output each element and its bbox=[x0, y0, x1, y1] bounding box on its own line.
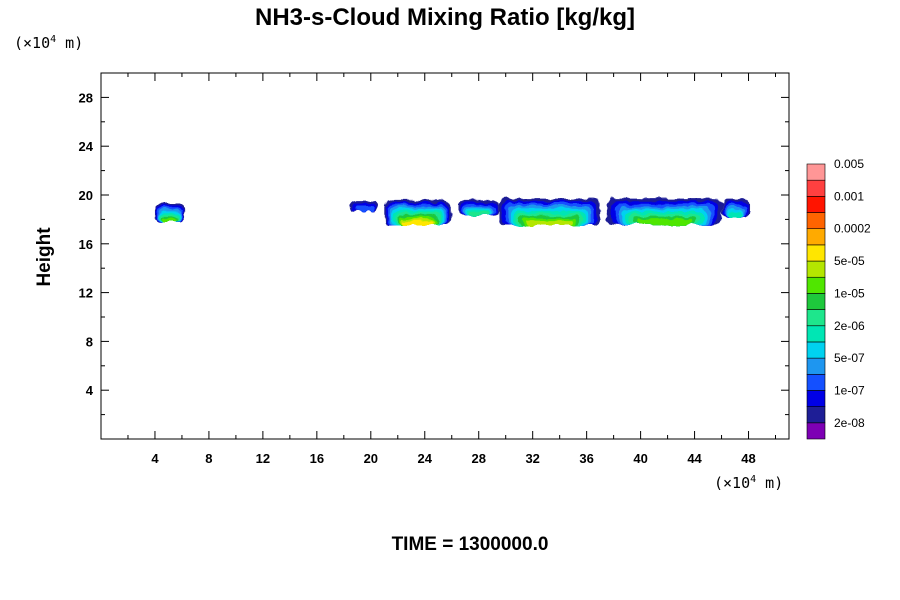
colorbar-label: 5e-07 bbox=[834, 351, 865, 365]
colorbar-swatch bbox=[806, 228, 826, 246]
colorbar-swatch bbox=[806, 163, 826, 181]
colorbar-swatch bbox=[806, 341, 826, 359]
x-tick-label: 28 bbox=[471, 451, 485, 466]
cloud-band bbox=[727, 211, 743, 217]
y-tick-label: 16 bbox=[79, 237, 93, 252]
cloud-region bbox=[350, 201, 378, 211]
colorbar-swatch bbox=[806, 244, 826, 262]
cloud-region bbox=[384, 199, 452, 226]
cloud-band bbox=[354, 205, 374, 211]
x-tick-label: 36 bbox=[579, 451, 593, 466]
colorbar-label: 1e-07 bbox=[834, 383, 865, 397]
colorbar-swatch bbox=[806, 293, 826, 310]
time-label: TIME = 1300000.0 bbox=[392, 534, 549, 555]
x-tick-label: 44 bbox=[687, 451, 702, 466]
cloud-field bbox=[154, 198, 749, 226]
y-tick-label: 8 bbox=[86, 334, 93, 349]
colorbar-swatch bbox=[806, 196, 826, 213]
colorbar-swatch bbox=[806, 260, 826, 278]
cloud-region bbox=[498, 198, 601, 226]
colorbar-label: 2e-06 bbox=[834, 319, 865, 333]
colorbar-label: 0.005 bbox=[834, 157, 864, 171]
x-tick-label: 8 bbox=[205, 451, 212, 466]
cloud-band bbox=[402, 221, 434, 226]
cloud-region bbox=[721, 198, 749, 217]
x-tick-label: 40 bbox=[633, 451, 647, 466]
cloud-band bbox=[636, 219, 692, 225]
colorbar-swatch bbox=[806, 179, 826, 197]
y-unit-label: (×104 m) bbox=[14, 34, 83, 52]
colorbar-swatch bbox=[806, 309, 826, 327]
y-tick-label: 4 bbox=[86, 383, 94, 398]
y-tick-label: 20 bbox=[79, 188, 93, 203]
colorbar-swatch bbox=[806, 373, 826, 391]
y-tick-label: 28 bbox=[79, 90, 93, 105]
colorbar: 2e-08 1e-07 5e-07 2e-06 1e-05 5e-05 0.0002 0.00… bbox=[806, 157, 871, 440]
colorbar-swatch bbox=[806, 422, 826, 440]
colorbar-swatch bbox=[806, 212, 826, 230]
y-axis-label: Height bbox=[34, 227, 55, 287]
x-tick-label: 16 bbox=[310, 451, 324, 466]
colorbar-swatch bbox=[806, 357, 826, 375]
cloud-band bbox=[468, 211, 490, 216]
colorbar-label: 0.001 bbox=[834, 189, 864, 203]
x-tick-label: 24 bbox=[418, 451, 433, 466]
cloud-region bbox=[458, 199, 499, 216]
cloud-region bbox=[606, 198, 722, 225]
chart-title: NH3-s-Cloud Mixing Ratio [kg/kg] bbox=[255, 4, 635, 31]
colorbar-swatch bbox=[806, 406, 826, 424]
colorbar-label: 1e-05 bbox=[834, 286, 865, 300]
colorbar-label: 2e-08 bbox=[834, 416, 865, 430]
x-tick-label: 48 bbox=[741, 451, 755, 466]
plot-frame bbox=[100, 72, 790, 440]
y-tick-label: 12 bbox=[79, 286, 93, 301]
cloud-region bbox=[154, 203, 185, 222]
x-tick-label: 32 bbox=[525, 451, 539, 466]
x-unit-label: (×104 m) bbox=[714, 474, 783, 492]
cloud-band bbox=[162, 218, 177, 222]
colorbar-swatch bbox=[806, 390, 826, 407]
x-tick-label: 20 bbox=[364, 451, 378, 466]
colorbar-label: 5e-05 bbox=[834, 254, 865, 268]
colorbar-swatch bbox=[806, 325, 826, 343]
x-tick-label: 12 bbox=[256, 451, 270, 466]
y-tick-label: 24 bbox=[79, 139, 94, 154]
colorbar-label: 0.0002 bbox=[834, 222, 871, 236]
x-tick-label: 4 bbox=[151, 451, 159, 466]
colorbar-swatch bbox=[806, 276, 826, 294]
cloud-band bbox=[525, 220, 574, 226]
